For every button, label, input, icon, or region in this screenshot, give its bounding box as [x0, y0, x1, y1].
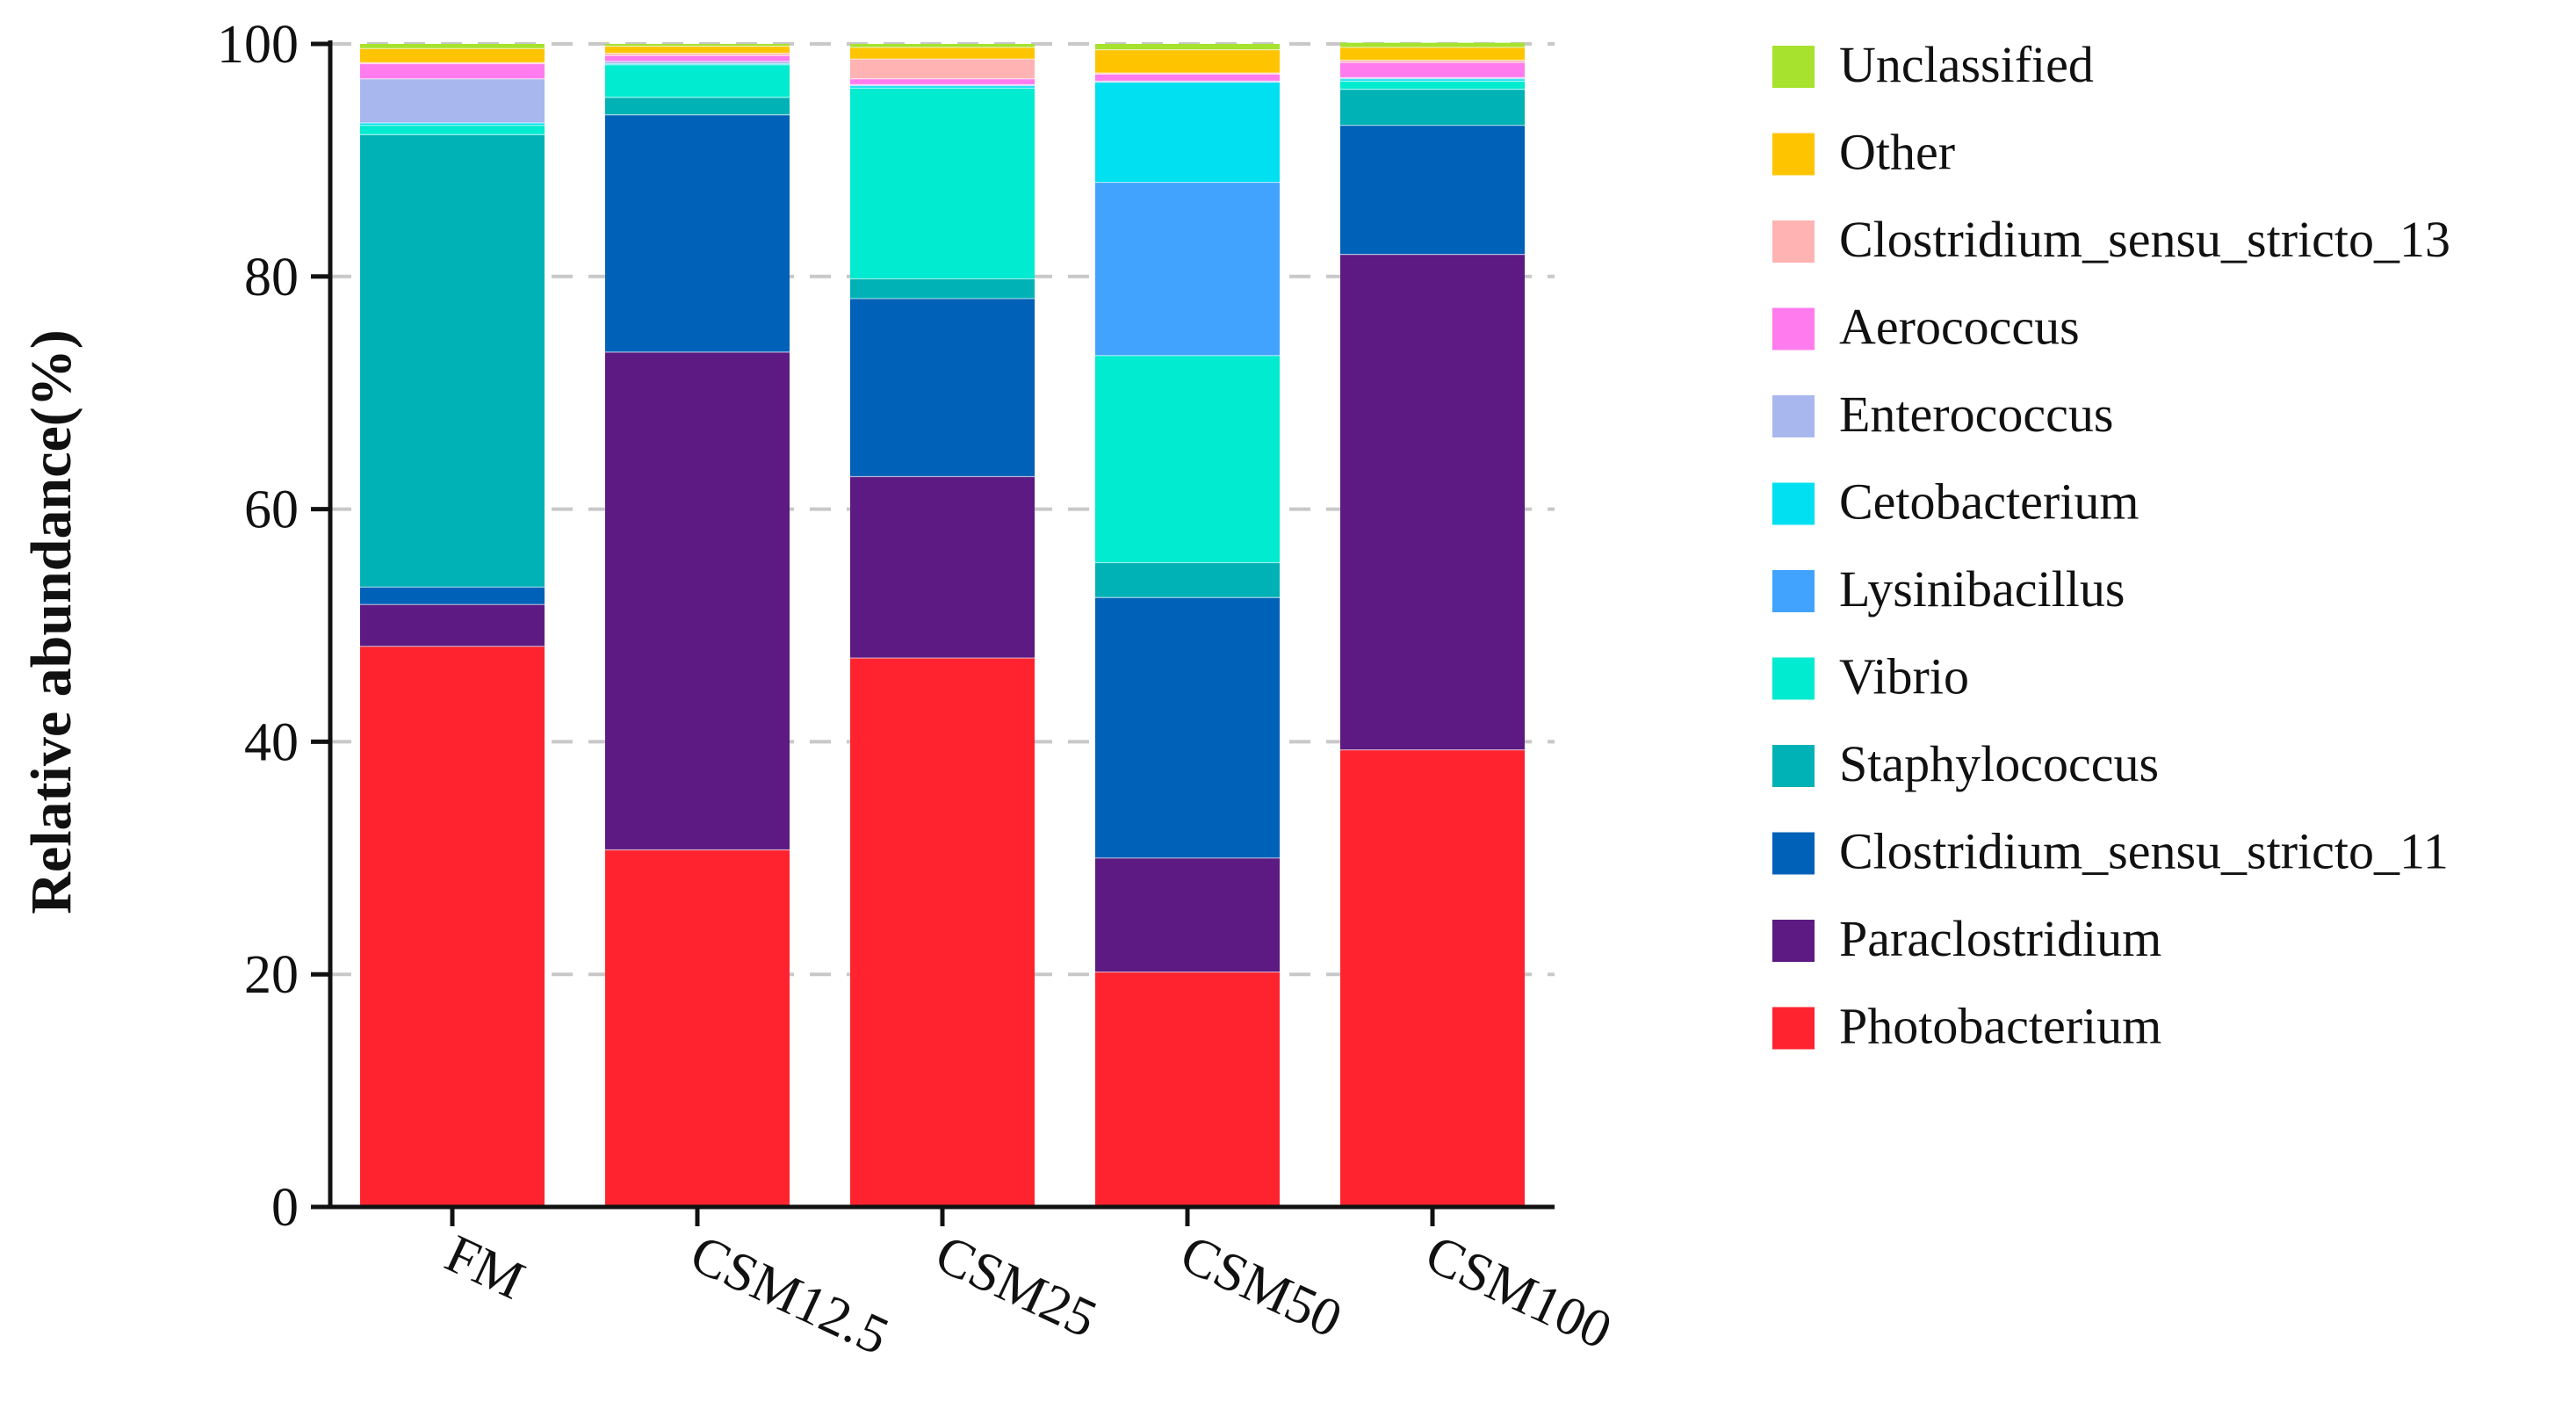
x-tick-label-csm100: CSM100	[1417, 1224, 1620, 1361]
legend-swatch-paraclostridium	[1772, 920, 1815, 962]
bar-segment-csm100-clostridium-sensu-stricto-11	[1340, 125, 1525, 255]
y-tick-label-40: 40	[244, 712, 299, 772]
legend-swatch-clostridium-sensu-stricto-11	[1772, 832, 1815, 875]
y-tick-label-0: 0	[271, 1178, 299, 1238]
legend-swatch-other	[1772, 133, 1815, 176]
legend-label-photobacterium: Photobacterium	[1839, 998, 2161, 1055]
legend-label-paraclostridium: Paraclostridium	[1839, 910, 2161, 967]
x-tick-label-fm: FM	[437, 1224, 533, 1311]
legend-label-clostridium-sensu-stricto-11: Clostridium_sensu_stricto_11	[1839, 823, 2449, 880]
legend-swatch-vibrio	[1772, 657, 1815, 700]
bar-segment-csm12-5-other	[605, 46, 790, 54]
legend-label-enterococcus: Enterococcus	[1839, 386, 2113, 443]
bar-segment-csm12-5-enterococcus	[605, 61, 790, 64]
bar-segment-fm-vibrio	[360, 125, 545, 135]
y-axis-title: Relative abundance(%)	[19, 329, 83, 914]
bar-segment-csm50-staphylococcus	[1095, 562, 1280, 598]
x-tick-label-csm12-5: CSM12.5	[682, 1224, 898, 1367]
y-tick-label-60: 60	[244, 480, 299, 540]
bar-segment-csm25-photobacterium	[850, 658, 1035, 1207]
bar-segment-csm50-lysinibacillus	[1095, 182, 1280, 356]
bar-segment-csm12-5-clostridium-sensu-stricto-13	[605, 53, 790, 56]
y-tick-label-80: 80	[244, 248, 299, 307]
bar-segment-csm100-other	[1340, 47, 1525, 61]
legend-swatch-cetobacterium	[1772, 482, 1815, 525]
legend-label-unclassified: Unclassified	[1839, 36, 2094, 93]
bar-segment-csm12-5-paraclostridium	[605, 351, 790, 850]
bar-segment-csm25-clostridium-sensu-stricto-13	[850, 59, 1035, 79]
legend-swatch-unclassified	[1772, 46, 1815, 88]
bar-segment-fm-staphylococcus	[360, 134, 545, 588]
bar-segment-csm12-5-aerococcus	[605, 55, 790, 61]
bar-segment-csm25-aerococcus	[850, 78, 1035, 85]
bar-segment-csm12-5-unclassified	[605, 44, 790, 47]
bar-segment-csm50-cetobacterium	[1095, 82, 1280, 183]
bar-segment-csm25-other	[850, 47, 1035, 60]
y-tick-label-20: 20	[244, 945, 299, 1005]
bar-segment-csm100-paraclostridium	[1340, 254, 1525, 750]
bar-segment-fm-photobacterium	[360, 646, 545, 1207]
bar-segment-csm25-paraclostridium	[850, 476, 1035, 659]
bar-segment-fm-other	[360, 48, 545, 63]
y-tick-label-100: 100	[217, 15, 299, 75]
legend-swatch-clostridium-sensu-stricto-13	[1772, 220, 1815, 263]
bar-segment-csm100-enterococcus	[1340, 77, 1525, 79]
bar-segment-csm25-staphylococcus	[850, 278, 1035, 299]
bar-segment-csm25-vibrio	[850, 88, 1035, 279]
bar-segment-csm50-clostridium-sensu-stricto-13	[1095, 73, 1280, 75]
bar-segment-csm100-clostridium-sensu-stricto-13	[1340, 60, 1525, 63]
bar-segment-csm100-aerococcus	[1340, 62, 1525, 78]
bar-segment-csm100-vibrio	[1340, 81, 1525, 90]
bar-segment-csm50-clostridium-sensu-stricto-11	[1095, 597, 1280, 858]
legend-label-lysinibacillus: Lysinibacillus	[1839, 560, 2125, 618]
bar-segment-fm-paraclostridium	[360, 604, 545, 647]
bar-segment-fm-cetobacterium	[360, 123, 545, 126]
bar-segment-csm12-5-vibrio	[605, 64, 790, 98]
bar-segment-csm100-staphylococcus	[1340, 89, 1525, 126]
x-tick-label-csm25: CSM25	[927, 1224, 1106, 1349]
bar-segment-fm-unclassified	[360, 44, 545, 49]
legend-swatch-photobacterium	[1772, 1007, 1815, 1050]
legend: Unclassified Other Clostridium_sensu_stric…	[1772, 36, 2450, 1055]
bar-segment-csm100-unclassified	[1340, 42, 1525, 47]
legend-label-clostridium-sensu-stricto-13: Clostridium_sensu_stricto_13	[1839, 211, 2450, 268]
bar-segment-csm12-5-clostridium-sensu-stricto-11	[605, 114, 790, 352]
legend-label-vibrio: Vibrio	[1839, 648, 1969, 705]
bar-segment-csm25-unclassified	[850, 44, 1035, 47]
bar-segment-csm50-enterococcus	[1095, 81, 1280, 83]
bar-segment-csm50-photobacterium	[1095, 972, 1280, 1207]
bar-segment-csm100-cetobacterium	[1340, 78, 1525, 82]
bar-segment-csm25-cetobacterium	[850, 85, 1035, 89]
bar-segment-csm50-paraclostridium	[1095, 857, 1280, 972]
bar-segment-csm25-enterococcus	[850, 84, 1035, 86]
x-tick-label-csm50: CSM50	[1172, 1224, 1351, 1349]
bar-segment-fm-clostridium-sensu-stricto-11	[360, 587, 545, 605]
legend-swatch-lysinibacillus	[1772, 570, 1815, 612]
bar-segment-csm50-other	[1095, 49, 1280, 74]
bars-layer	[360, 42, 1525, 1207]
bar-segment-csm50-unclassified	[1095, 44, 1280, 50]
legend-label-aerococcus: Aerococcus	[1839, 299, 2080, 356]
bar-segment-fm-enterococcus	[360, 78, 545, 124]
bar-segment-csm12-5-staphylococcus	[605, 97, 790, 115]
bar-segment-fm-aerococcus	[360, 63, 545, 79]
bar-segment-csm50-vibrio	[1095, 355, 1280, 563]
legend-label-cetobacterium: Cetobacterium	[1839, 473, 2139, 531]
bar-segment-csm12-5-photobacterium	[605, 849, 790, 1207]
legend-label-other: Other	[1839, 124, 1955, 181]
legend-swatch-aerococcus	[1772, 307, 1815, 350]
bar-segment-csm100-photobacterium	[1340, 749, 1525, 1207]
legend-label-staphylococcus: Staphylococcus	[1839, 735, 2159, 792]
bar-segment-csm50-aerococcus	[1095, 74, 1280, 82]
bar-segment-csm25-clostridium-sensu-stricto-11	[850, 298, 1035, 477]
legend-swatch-staphylococcus	[1772, 745, 1815, 787]
legend-swatch-enterococcus	[1772, 395, 1815, 437]
bar-segment-fm-clostridium-sensu-stricto-13	[360, 62, 545, 64]
bar-segment-csm12-5-cetobacterium	[605, 63, 790, 65]
